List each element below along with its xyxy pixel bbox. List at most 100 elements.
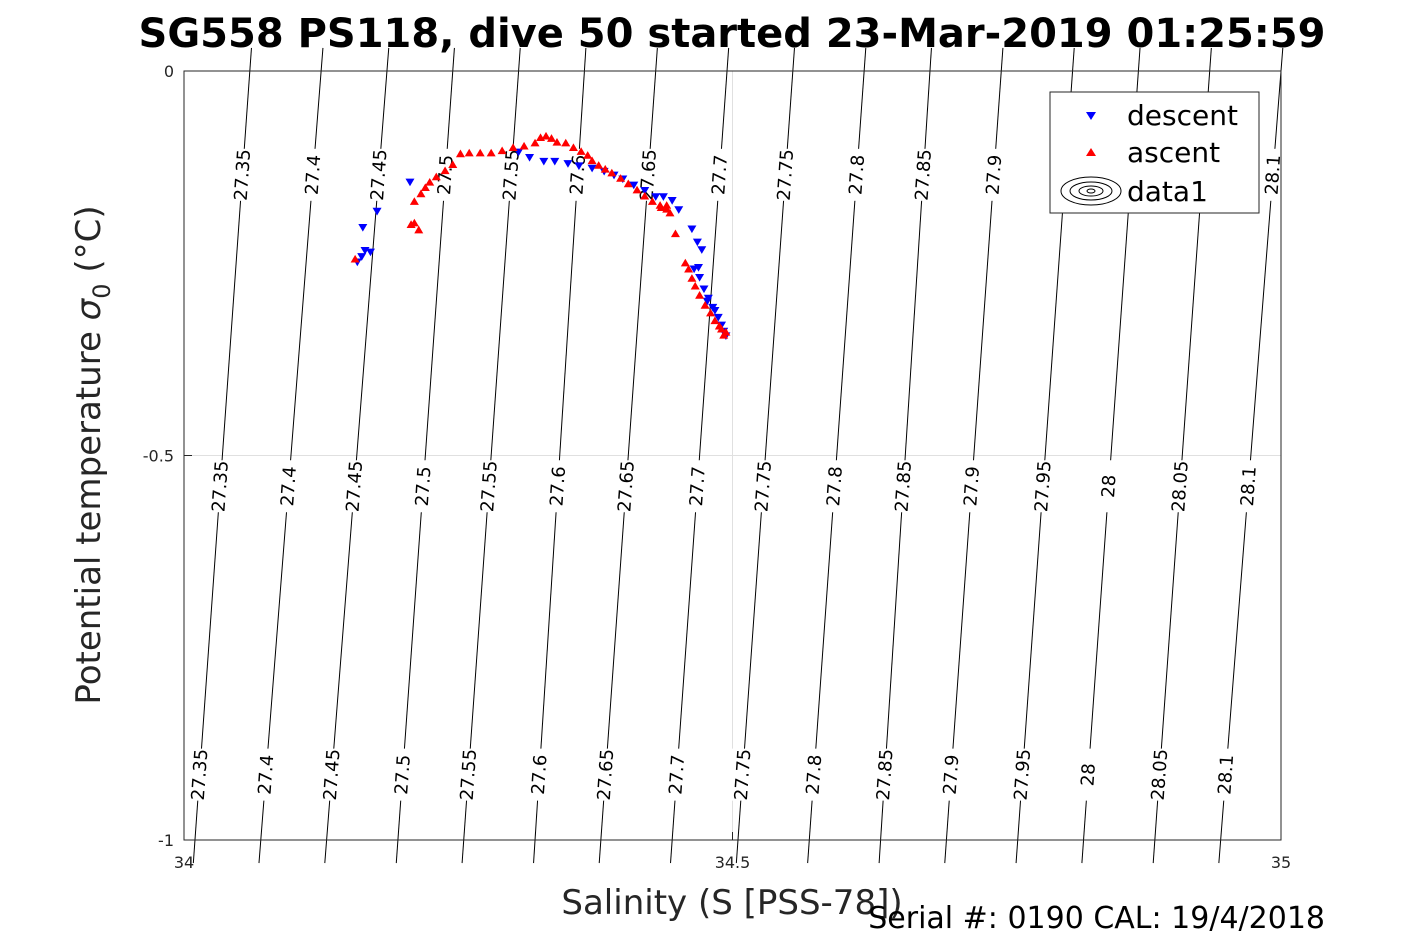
ascent-point: [448, 160, 458, 168]
isopycnal-label-gap: [1011, 748, 1034, 801]
isopycnal-label: 27.35: [208, 460, 233, 513]
isopycnal-label-gap: [774, 148, 797, 201]
descent-point: [629, 181, 639, 190]
isopycnal-label: 28.1: [1237, 466, 1261, 507]
isopycnal-label-gap: [802, 748, 825, 801]
ascent-point: [665, 208, 675, 217]
isopycnal-label-gap: [343, 460, 366, 513]
descent-point: [658, 193, 668, 201]
ascent-point: [710, 316, 720, 325]
isopycnal-label: 27.45: [343, 460, 368, 513]
isopycnal-label-gap: [500, 148, 523, 201]
descent-point: [702, 297, 712, 306]
isopycnal-label-gap: [1148, 748, 1171, 801]
descent-point: [358, 223, 368, 232]
isopycnal-label-gap: [277, 460, 300, 513]
descent-point: [525, 153, 535, 162]
legend-descent-label: descent: [1127, 99, 1238, 132]
descent-point: [563, 160, 573, 168]
descent-point: [674, 206, 684, 214]
ascent-point: [717, 324, 727, 333]
isopycnal-label: 27.55: [457, 748, 482, 801]
ascent-point: [632, 185, 642, 194]
isopycnal-label-gap: [477, 460, 500, 513]
isopycnal-label: 27.8: [845, 154, 869, 195]
isopycnal-label: 27.35: [188, 748, 213, 801]
isopycnal-label: 27.75: [751, 460, 776, 513]
descent-point: [687, 225, 697, 234]
isopycnal-label-gap: [731, 748, 754, 801]
isopycnal-label-gap: [1261, 148, 1284, 201]
density-contours: 27.35 27.4 27.45 27.5 27.55 27.6 27.65 27.7 27.7…: [188, 47, 1285, 864]
descent-point: [695, 273, 705, 282]
isopycnal-label-gap: [457, 748, 480, 801]
ascent-point: [561, 138, 571, 147]
descent-point: [651, 193, 661, 201]
isopycnal-label: 27.65: [614, 460, 639, 513]
isopycnal-label: 27.95: [1031, 460, 1056, 513]
ascent-point: [670, 229, 680, 238]
isopycnal-label: 27.85: [892, 460, 917, 513]
ascent-point: [607, 168, 617, 177]
x-tick-label: 35: [1271, 853, 1291, 872]
descent-point: [697, 246, 707, 254]
isopycnal-label: 27.95: [1011, 748, 1036, 801]
legend-box: [1049, 91, 1260, 214]
isopycnal-label: 27.8: [823, 466, 847, 507]
ascent-point: [695, 291, 705, 299]
isopycnal-label: 27.45: [367, 148, 392, 201]
ascent-point: [440, 166, 450, 175]
isopycnal-label: 28: [1098, 474, 1121, 498]
isopycnal-label: 27.8: [803, 754, 827, 795]
isopycnal-label: 27.7: [686, 466, 710, 507]
ascent-point: [350, 254, 360, 263]
descent-point: [405, 178, 415, 187]
isopycnal-label: 27.5: [391, 754, 415, 795]
isopycnal-label: 28.05: [1168, 460, 1193, 513]
isopycnal-label-gap: [1214, 748, 1237, 801]
isopycnal-label-gap: [823, 460, 846, 513]
isopycnal-label-gap: [1237, 460, 1260, 513]
isopycnal-label-gap: [528, 748, 551, 801]
ascent-point: [576, 147, 586, 155]
x-tick-label: 34: [174, 853, 194, 872]
ascent-point: [583, 151, 593, 159]
isopycnal-label-gap: [873, 748, 896, 801]
isopycnal-label: 28.05: [1148, 748, 1173, 801]
ascent-point: [700, 301, 710, 309]
isopycnal-label: 27.55: [477, 460, 502, 513]
ascent-point: [640, 191, 650, 200]
descent-point: [689, 265, 699, 274]
isopycnal-label-gap: [708, 148, 731, 201]
descent-point: [550, 157, 560, 166]
isopycnal-label-gap: [686, 460, 709, 513]
legend-ascent-label: ascent: [1127, 136, 1220, 169]
isopycnal-label-gap: [434, 148, 457, 201]
ascent-point: [546, 134, 556, 142]
ascent-point: [519, 141, 529, 150]
isopycnal-label: 27.55: [499, 148, 524, 201]
ascent-point: [530, 138, 540, 147]
ascent-point: [409, 197, 419, 205]
descent-point: [692, 238, 702, 247]
isopycnal-label-gap: [1169, 460, 1192, 513]
isopycnal-label: 27.9: [960, 466, 984, 507]
isopycnal-label: 27.9: [982, 154, 1006, 195]
isopycnal-label-gap: [960, 460, 983, 513]
y-axis-label: Potential temperature σ0 (°C): [69, 205, 116, 704]
y-tick-label: -1: [158, 831, 174, 850]
ascent-point: [594, 161, 604, 169]
isopycnal-label-gap: [188, 748, 211, 801]
isopycnal-label-gap: [892, 460, 915, 513]
ascent-point: [656, 203, 666, 212]
isopycnal-label: 27.7: [708, 154, 732, 195]
isopycnal-label: 27.85: [912, 148, 937, 201]
ascent-point: [420, 183, 430, 192]
ascent-point: [623, 179, 633, 188]
isopycnal-label: 27.4: [255, 754, 279, 795]
isopycnal-label-gap: [982, 148, 1005, 201]
data-points: [350, 131, 731, 341]
ascent-point: [414, 225, 424, 234]
isopycnal-label-gap: [231, 148, 254, 201]
descent-point: [699, 285, 709, 294]
